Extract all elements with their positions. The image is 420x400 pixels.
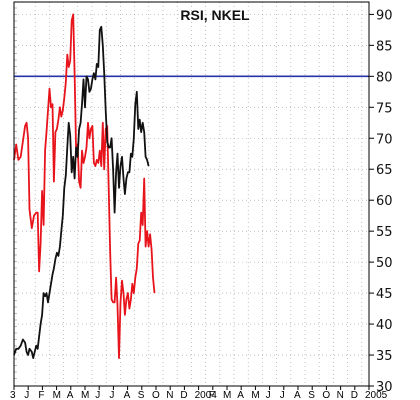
black-series-line xyxy=(13,25,150,359)
x-axis-tick-label: F xyxy=(209,390,215,400)
x-axis-tick-label: A xyxy=(124,390,131,400)
x-axis-tick-label: M xyxy=(251,390,259,400)
right-axis-tick-label: 35 xyxy=(376,349,393,364)
x-axis-tick-label: 3 xyxy=(10,390,16,400)
right-axis-tick-label: 60 xyxy=(376,194,393,209)
right-axis-tick-label: 65 xyxy=(376,163,393,178)
right-axis-tick-label: 45 xyxy=(376,287,393,302)
x-axis-tick-label: N xyxy=(337,390,344,400)
x-axis-tick-label: 2004 xyxy=(195,390,218,400)
x-axis-tick-label: S xyxy=(308,390,315,400)
x-axis-tick-label: A xyxy=(67,390,74,400)
right-axis-tick-label: 70 xyxy=(376,132,393,147)
series-layer xyxy=(13,13,156,359)
right-axis-tick-label: 50 xyxy=(376,256,393,271)
x-axis-tick-label: J xyxy=(266,390,271,400)
right-axis-tick-label: 80 xyxy=(376,70,393,85)
x-axis-tick-label: M xyxy=(81,390,89,400)
chart-title: RSI, NKEL xyxy=(180,7,250,23)
x-axis-tick-label: J xyxy=(95,390,100,400)
x-axis-tick-label: M xyxy=(53,390,61,400)
x-axis-tick-label: D xyxy=(351,390,358,400)
x-axis-tick-label: D xyxy=(180,390,187,400)
right-axis-tick-label: 30 xyxy=(376,380,393,395)
right-axis-tick-label: 90 xyxy=(376,8,393,23)
right-axis-tick-label: 85 xyxy=(376,39,393,54)
plot-frame xyxy=(13,1,370,387)
x-axis-tick-label: A xyxy=(237,390,244,400)
grid-layer xyxy=(14,2,369,387)
right-axis: 30 35 40 45 50 55 60 65 70 75 80 85 90 xyxy=(369,8,393,395)
x-axis-tick-label: J xyxy=(24,390,29,400)
x-axis-tick-label: F xyxy=(38,390,44,400)
x-axis-tick-label: 2005 xyxy=(365,390,388,400)
x-axis-tick-label: A xyxy=(294,390,301,400)
right-axis-tick-label: 75 xyxy=(376,101,393,116)
x-axis-tick-label: O xyxy=(322,390,330,400)
x-axis-tick-label: S xyxy=(138,390,145,400)
right-axis-tick-label: 40 xyxy=(376,318,393,333)
x-axis-tick-label: N xyxy=(166,390,173,400)
red-series-line xyxy=(13,13,156,359)
x-axis-tick-label: M xyxy=(223,390,231,400)
x-axis-tick-label: J xyxy=(280,390,285,400)
right-axis-tick-label: 55 xyxy=(376,225,393,240)
x-axis-tick-label: O xyxy=(152,390,160,400)
x-axis-tick-label: J xyxy=(109,390,114,400)
